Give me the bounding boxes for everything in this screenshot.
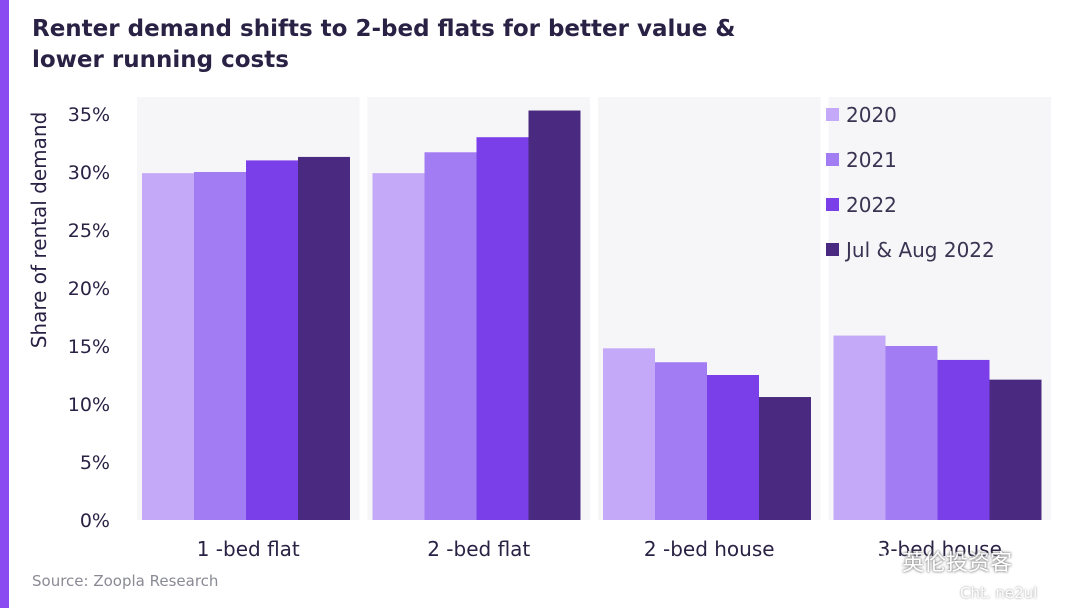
legend-item: 2021 — [826, 137, 995, 182]
bar — [655, 362, 707, 520]
bar — [298, 156, 350, 521]
bar — [937, 359, 990, 520]
bar — [476, 137, 529, 520]
accent-bar — [0, 0, 9, 608]
x-category-label: 1 -bed flat — [197, 537, 300, 561]
bar — [603, 348, 655, 520]
legend-label: 2022 — [846, 192, 897, 217]
bar — [833, 335, 886, 520]
legend-item: 2020 — [826, 92, 995, 137]
y-tick-label: 20% — [68, 278, 110, 300]
y-tick-label: 15% — [68, 336, 110, 358]
x-category-label: 2 -bed flat — [427, 537, 530, 561]
legend-item: 2022 — [826, 182, 995, 227]
bar — [707, 375, 759, 520]
bar — [528, 110, 581, 521]
y-tick-label: 30% — [68, 162, 110, 184]
legend-swatch — [826, 153, 839, 166]
legend-item: Jul & Aug 2022 — [826, 227, 995, 272]
y-tick-label: 25% — [68, 220, 110, 242]
bar — [989, 379, 1042, 520]
legend-label: Jul & Aug 2022 — [846, 237, 995, 262]
bar — [246, 160, 298, 520]
legend: 2020 2021 2022 Jul & Aug 2022 — [826, 92, 995, 272]
bar — [142, 173, 194, 520]
legend-label: 2020 — [846, 102, 897, 127]
bar — [194, 172, 246, 520]
y-tick-label: 0% — [80, 510, 110, 532]
wechat-icon — [861, 548, 894, 573]
y-axis-label: Share of rental demand — [27, 112, 51, 349]
x-category-label: 3-bed house — [878, 537, 1002, 561]
y-tick-label: 35% — [68, 104, 110, 126]
legend-swatch — [826, 243, 839, 256]
legend-swatch — [826, 108, 839, 121]
watermark: 英伦投资客 — [860, 545, 1012, 577]
watermark-text: 英伦投资客 — [902, 551, 1013, 576]
source-note: Source: Zoopla Research — [32, 572, 219, 590]
watermark-subtext: Cht. ne2ul — [960, 584, 1038, 602]
chart-title: Renter demand shifts to 2-bed flats for … — [32, 16, 736, 73]
y-tick-label: 5% — [80, 452, 110, 474]
y-tick-label: 10% — [68, 394, 110, 416]
bar — [759, 397, 811, 520]
bar — [885, 346, 938, 520]
legend-swatch — [826, 198, 839, 211]
bar — [372, 173, 425, 520]
legend-label: 2021 — [846, 147, 897, 172]
x-category-label: 2 -bed house — [644, 537, 775, 561]
bar — [424, 152, 477, 520]
